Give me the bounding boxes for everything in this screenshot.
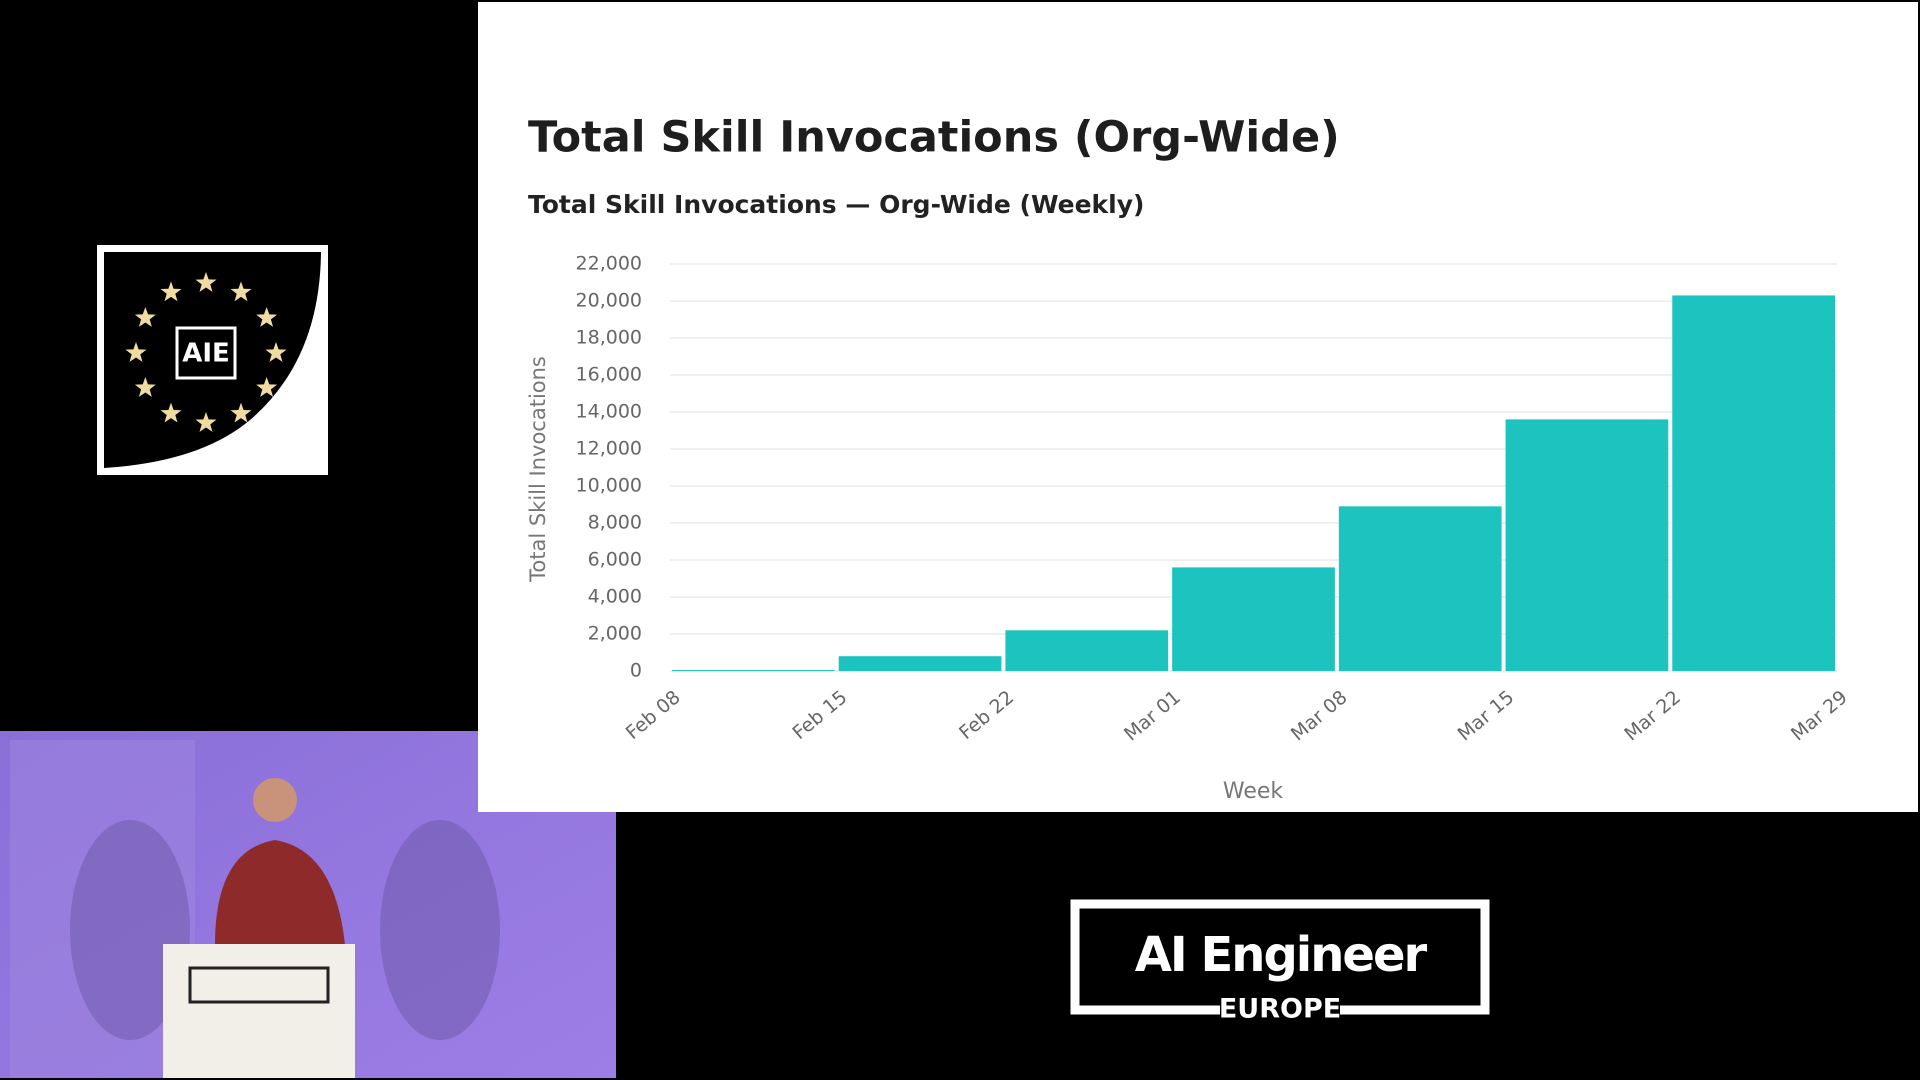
badge-box bbox=[175, 326, 237, 380]
bar bbox=[672, 670, 835, 671]
body bbox=[215, 840, 345, 945]
shadow bbox=[70, 820, 190, 1040]
logo: AI Engineer EUROPE bbox=[1070, 899, 1490, 1025]
podium bbox=[163, 944, 355, 1078]
star bbox=[195, 272, 217, 292]
star bbox=[134, 307, 156, 327]
y-tick-label: 2,000 bbox=[588, 623, 642, 645]
star bbox=[160, 402, 182, 423]
y-tick-label: 10,000 bbox=[576, 475, 642, 497]
star-ring bbox=[125, 272, 287, 432]
x-axis-label: Week bbox=[1223, 779, 1284, 804]
head bbox=[253, 778, 297, 822]
star bbox=[195, 412, 217, 432]
bar bbox=[1005, 630, 1169, 671]
star bbox=[125, 342, 147, 362]
y-tick-label: 0 bbox=[630, 660, 642, 682]
badge-text: AIE bbox=[182, 339, 230, 369]
y-tick-label: 16,000 bbox=[576, 364, 642, 386]
star bbox=[256, 307, 278, 327]
star bbox=[134, 377, 156, 397]
logo-region: EUROPE bbox=[1219, 994, 1341, 1025]
bar bbox=[1672, 295, 1835, 671]
chart-subtitle: Total Skill Invocations — Org-Wide (Week… bbox=[528, 190, 1144, 219]
y-tick-label: 12,000 bbox=[576, 438, 642, 460]
badge: AIE bbox=[97, 245, 328, 475]
badge-shape bbox=[104, 252, 321, 468]
y-axis-label: Total Skill Invocations bbox=[526, 356, 550, 583]
y-tick-label: 4,000 bbox=[588, 586, 642, 608]
y-tick-label: 18,000 bbox=[576, 327, 642, 349]
y-tick-label: 14,000 bbox=[576, 401, 642, 423]
bar bbox=[838, 656, 1002, 671]
y-tick-label: 8,000 bbox=[588, 512, 642, 534]
star bbox=[256, 377, 278, 397]
star bbox=[265, 342, 287, 362]
y-tick-label: 6,000 bbox=[588, 549, 642, 571]
chart-title: Total Skill Invocations (Org-Wide) bbox=[528, 113, 1340, 163]
bar bbox=[1338, 506, 1502, 671]
logo-frame bbox=[1070, 899, 1490, 1015]
star bbox=[230, 402, 252, 423]
bar bbox=[1505, 419, 1669, 671]
logo-text: AI Engineer bbox=[1135, 927, 1428, 983]
star bbox=[230, 281, 252, 302]
shadow bbox=[380, 820, 500, 1040]
bar bbox=[1172, 567, 1335, 671]
y-tick-label: 22,000 bbox=[576, 253, 642, 275]
star bbox=[160, 281, 182, 302]
y-tick-label: 20,000 bbox=[576, 290, 642, 312]
podium-logo bbox=[188, 966, 330, 1004]
